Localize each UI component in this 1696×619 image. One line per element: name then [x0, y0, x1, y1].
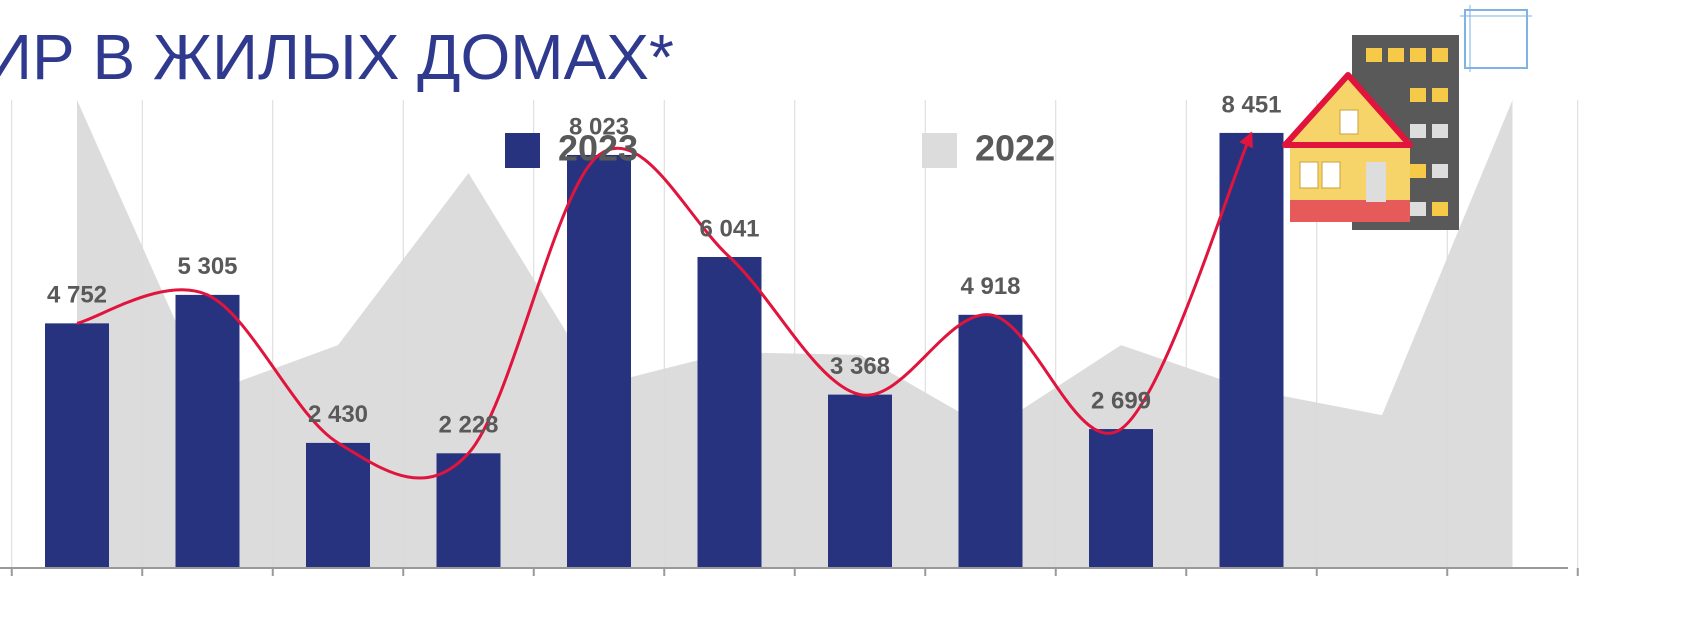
data-label: 2 430 [308, 401, 368, 428]
area [77, 100, 1513, 568]
legend-swatch [505, 133, 540, 168]
data-label: 8 023 [569, 113, 629, 140]
bar-layer [45, 132, 1284, 568]
label-layer: 4 752 5 305 2 430 2 228 8 023 6 041 3 368 4 918… [47, 91, 1282, 438]
legend-swatch [922, 133, 957, 168]
trend-line [76, 131, 1253, 480]
bar [175, 294, 240, 568]
data-label: 6 041 [699, 215, 759, 242]
data-label: 5 305 [177, 253, 237, 280]
chart-title: ИР В ЖИЛЫХ ДОМАХ* [0, 21, 674, 93]
line-layer [76, 131, 1253, 480]
legend-label: 2022 [975, 128, 1055, 169]
bar [45, 323, 109, 568]
data-label: 2 228 [438, 412, 498, 439]
area-layer [77, 100, 1513, 568]
bar [436, 453, 501, 568]
bar [1219, 132, 1284, 568]
bar [306, 442, 370, 568]
data-label: 3 368 [830, 353, 890, 380]
bar [828, 394, 892, 568]
bar [697, 256, 762, 568]
bar [567, 154, 631, 568]
bar [958, 314, 1023, 568]
building-icon [1282, 5, 1532, 230]
data-label: 4 752 [47, 282, 107, 309]
legend-label: 2023 [558, 128, 638, 169]
data-label: 2 699 [1091, 387, 1151, 414]
data-label: 4 918 [960, 273, 1020, 300]
data-label: 8 451 [1221, 91, 1281, 118]
bar [1089, 429, 1153, 568]
